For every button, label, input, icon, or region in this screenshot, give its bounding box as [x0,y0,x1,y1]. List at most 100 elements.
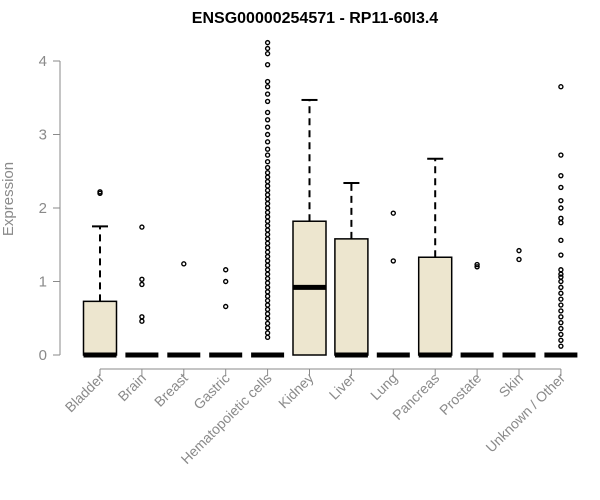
outlier-4-6 [264,306,271,313]
outlier-11-21 [558,184,564,191]
boxes-layer [82,39,578,358]
outlier-4-53 [264,45,271,52]
outlier-11-23 [558,152,564,158]
outlier-4-44 [264,124,271,130]
outlier-4-16 [264,262,271,269]
outlier-4-23 [264,231,271,238]
outlier-4-19 [264,249,271,255]
y-tick-label-0: 0 [39,347,47,364]
outlier-7-0 [390,258,396,264]
outlier-11-20 [558,197,564,204]
outlier-0-1 [97,189,103,195]
x-tick-label-10: Skin [496,370,527,401]
x-tick-label-2: Breast [151,370,191,410]
outlier-4-11 [264,284,271,291]
outlier-3-2 [222,267,229,273]
outlier-4-13 [264,275,271,282]
outlier-4-25 [264,222,271,229]
outlier-10-1 [516,247,522,254]
y-axis-label: Expression [0,162,17,236]
outlier-4-35 [264,178,271,185]
outlier-4-5 [264,311,271,317]
outlier-4-21 [264,240,271,246]
outlier-11-8 [558,296,564,302]
outlier-1-1 [139,314,145,320]
box-4 [251,39,285,358]
outlier-4-1 [264,330,271,336]
outlier-11-15 [558,252,564,258]
outlier-4-34 [264,183,271,189]
outlier-1-0 [139,318,145,324]
box-6 [334,182,369,358]
outlier-3-0 [222,303,229,310]
outlier-1-4 [139,224,145,230]
y-tick-label-4: 4 [39,53,47,70]
outlier-4-39 [264,158,271,165]
outlier-4-33 [264,187,271,194]
outlier-11-9 [558,290,564,296]
box-5 [292,98,327,356]
outlier-11-16 [558,237,564,244]
outlier-4-38 [264,164,271,171]
outlier-4-40 [264,152,271,158]
x-tick-label-5: Kidney [275,370,317,412]
outlier-11-5 [558,314,564,320]
outlier-4-10 [264,289,271,295]
outlier-1-3 [139,276,145,282]
outlier-4-24 [264,227,271,233]
outlier-4-8 [264,297,271,304]
box-7 [376,210,410,358]
y-tick-label-2: 2 [39,200,47,217]
outlier-4-36 [264,174,271,180]
box-9 [460,261,494,358]
outlier-11-6 [558,308,564,314]
x-tick-label-7: Lung [367,370,400,403]
box-1 [125,224,159,358]
outlier-10-0 [516,256,522,263]
outlier-4-37 [264,170,271,176]
outlier-11-11 [558,278,564,285]
outlier-1-2 [139,281,145,288]
outlier-11-18 [558,215,564,221]
outlier-4-2 [264,325,271,331]
x-tick-label-1: Brain [115,370,149,404]
outlier-4-22 [264,236,271,242]
outlier-4-52 [264,50,271,57]
box-10 [502,247,536,358]
outlier-4-20 [264,244,271,251]
outlier-4-42 [264,139,271,145]
outlier-4-29 [264,205,271,211]
outlier-4-48 [264,91,271,97]
outlier-4-18 [264,253,271,260]
outlier-9-1 [474,261,480,268]
box-body-6 [334,238,369,356]
outlier-11-10 [558,284,564,291]
chart-title: ENSG00000254571 - RP11-60I3.4 [192,10,439,27]
x-tick-label-0: Bladder [62,370,108,416]
x-tick-label-8: Pancreas [389,370,442,423]
x-tick-label-9: Prostate [436,370,484,418]
outlier-4-9 [264,293,271,299]
outlier-4-41 [264,146,271,152]
box-8 [417,157,453,358]
outlier-3-1 [222,278,229,285]
outlier-4-49 [264,84,271,90]
outlier-4-26 [264,218,271,224]
outlier-11-14 [558,267,564,273]
outlier-11-1 [558,337,564,343]
outlier-4-3 [264,320,271,327]
y-tick-label-3: 3 [39,127,47,144]
outlier-4-0 [264,334,271,341]
outlier-4-46 [264,109,271,116]
box-2 [167,261,201,358]
outlier-11-13 [558,271,564,277]
outlier-4-47 [264,98,271,105]
outlier-4-7 [264,302,271,308]
box-body-0 [82,300,118,356]
outlier-11-17 [558,219,564,226]
outlier-11-24 [558,84,564,90]
y-tick-label-1: 1 [39,274,47,291]
box-3 [209,267,243,358]
